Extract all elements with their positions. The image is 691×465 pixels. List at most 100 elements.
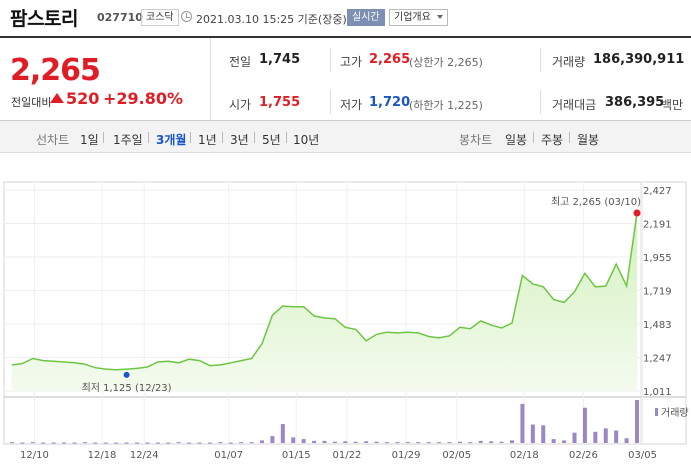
volume-bar	[301, 439, 306, 443]
amount-value: 386,395	[605, 95, 665, 110]
volume-bar	[603, 428, 608, 443]
period-1y[interactable]: 1년	[198, 133, 217, 147]
volume-bar	[426, 442, 431, 444]
company-info-dropdown[interactable]: 기업개요	[389, 9, 448, 26]
period-10y[interactable]: 10년	[293, 133, 320, 147]
volume-bar	[103, 442, 108, 444]
volume-bar	[489, 441, 494, 443]
x-tick-label: 01/29	[392, 450, 421, 461]
divider	[540, 90, 541, 114]
volume-bar	[135, 442, 139, 444]
min-label: 최저 1,125 (12/23)	[82, 382, 172, 394]
period-1d[interactable]: 1일	[80, 133, 99, 147]
x-tick-label: 02/05	[442, 450, 471, 461]
volume-bar	[291, 437, 296, 443]
current-price: 2,265	[10, 53, 101, 88]
y-tick-label: 1,011	[643, 387, 672, 398]
volume-bar	[239, 442, 244, 444]
volume-label: 거래량	[552, 55, 586, 69]
volume-bar	[20, 442, 25, 444]
price-chart[interactable]: 2,427 2,191 1,955 1,719 1,483 1,247 1,011 12/10…	[0, 160, 691, 465]
volume-bar	[145, 442, 150, 444]
volume-bar	[364, 441, 369, 443]
volume-bar	[437, 442, 442, 444]
low-label: 저가	[340, 98, 363, 112]
max-point	[633, 209, 641, 217]
volume-bar	[343, 441, 348, 443]
live-button[interactable]: 실시간	[347, 9, 385, 26]
volume-bar	[416, 442, 421, 444]
volume-bar	[197, 442, 202, 444]
volume-bar	[572, 432, 577, 443]
volume-bar	[176, 442, 181, 444]
candle-monthly[interactable]: 월봉	[577, 133, 600, 147]
quote-panel: 2,265 전일대비 520 +29.80% 전일 1,745 고가 2,265…	[0, 36, 691, 122]
volume-bar	[562, 440, 567, 443]
volume-bar	[312, 440, 317, 443]
volume-bar	[62, 442, 67, 444]
period-3y[interactable]: 3년	[230, 133, 249, 147]
volume-bar	[468, 442, 473, 444]
y-tick-label: 1,483	[643, 320, 672, 331]
x-tick-label: 01/07	[214, 450, 243, 461]
x-tick-label: 02/26	[569, 450, 598, 461]
volume-value: 186,390,911	[593, 52, 685, 67]
high-value: 2,265	[369, 52, 411, 67]
x-tick-label: 01/15	[282, 450, 311, 461]
x-tick-label: 01/22	[333, 450, 362, 461]
divider	[330, 48, 331, 72]
divider	[190, 132, 191, 143]
prev-close-value: 1,745	[259, 52, 301, 67]
x-tick-label: 12/24	[130, 450, 159, 461]
volume-bar	[155, 442, 160, 444]
volume-bar	[72, 442, 77, 444]
period-1w[interactable]: 1주일	[113, 133, 143, 147]
x-tick-label: 12/10	[20, 450, 49, 461]
max-label: 최고 2,265 (03/10)	[551, 196, 641, 208]
chart-frame	[3, 181, 687, 445]
volume-bar	[447, 442, 452, 444]
divider	[533, 132, 534, 143]
quote-datetime: 2021.03.10 15:25 기준(장중)	[196, 13, 347, 26]
y-tick-label: 1,247	[643, 354, 672, 365]
volume-bar	[510, 440, 514, 443]
open-label: 시가	[229, 98, 252, 112]
period-3m[interactable]: 3개월	[156, 133, 187, 147]
volume-bar	[228, 442, 233, 444]
clock-icon	[181, 11, 192, 22]
divider	[540, 48, 541, 72]
y-tick-label: 2,191	[643, 220, 672, 231]
market-badge: 코스닥	[141, 9, 179, 26]
amount-label: 거래대금	[552, 98, 597, 112]
divider	[148, 132, 149, 143]
high-label: 고가	[340, 55, 363, 69]
volume-bar	[520, 403, 525, 443]
divider	[254, 132, 255, 143]
upper-limit: (상한가 2,265)	[409, 56, 483, 69]
volume-bar	[41, 442, 46, 444]
volume-bar	[395, 442, 400, 444]
open-value: 1,755	[259, 95, 301, 110]
volume-bar	[385, 442, 389, 444]
candle-daily[interactable]: 일봉	[505, 133, 528, 147]
stock-name[interactable]: 팜스토리	[10, 8, 78, 30]
volume-bar	[478, 440, 483, 443]
volume-legend-label: 거래량	[661, 407, 689, 419]
y-tick-label: 1,719	[643, 287, 672, 298]
x-tick-label: 02/18	[510, 450, 539, 461]
volume-bar	[93, 442, 98, 444]
min-point	[123, 371, 130, 378]
price-area	[12, 213, 637, 391]
period-5y[interactable]: 5년	[262, 133, 281, 147]
volume-bar	[270, 436, 275, 443]
volume-bar	[582, 407, 587, 443]
divider	[286, 132, 287, 143]
price-chart-svg[interactable]: 2,427 2,191 1,955 1,719 1,483 1,247 1,011 12/10…	[0, 160, 691, 465]
volume-bar	[114, 442, 119, 444]
volume-bar	[30, 442, 35, 444]
volume-bar	[593, 431, 598, 443]
candle-weekly[interactable]: 주봉	[541, 133, 564, 147]
volume-bar	[374, 441, 379, 443]
line-chart-label: 선차트	[36, 133, 70, 147]
price-change: 520	[66, 89, 100, 108]
